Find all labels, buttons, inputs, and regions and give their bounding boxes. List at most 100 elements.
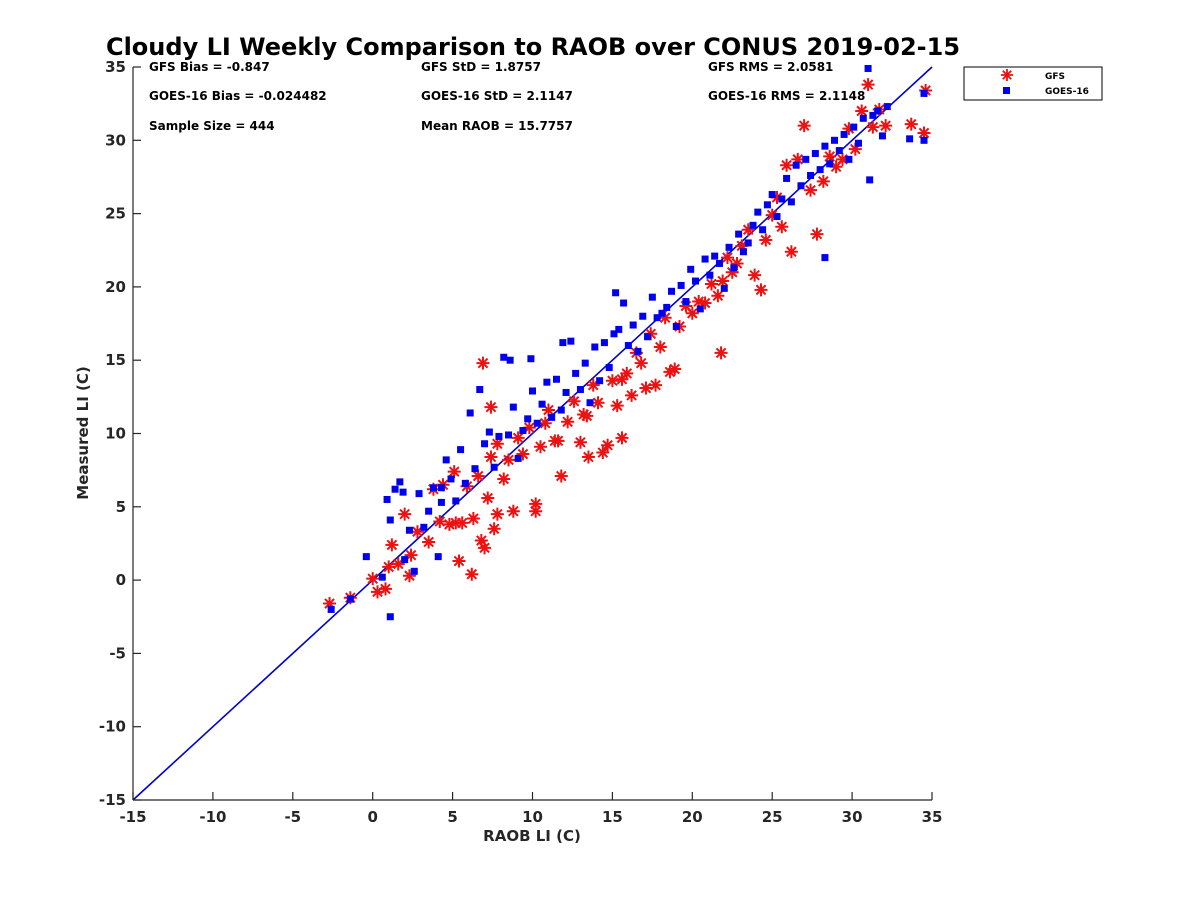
goes16-point [648, 293, 656, 301]
goes16-point [845, 155, 853, 163]
x-tick-label: -15 [119, 808, 146, 826]
goes16-point [378, 573, 386, 581]
gfs-point [649, 378, 663, 392]
goes16-series [327, 64, 928, 621]
goes16-point [763, 201, 771, 209]
gfs-point [848, 142, 862, 156]
goes16-point [859, 114, 867, 122]
gfs-point [533, 440, 547, 454]
legend: GFS GOES-16 [963, 66, 1103, 101]
goes16-point [682, 298, 690, 306]
goes16-point [538, 400, 546, 408]
gfs-point [581, 450, 595, 464]
y-axis-ticks: -15 -10 -5 0 5 10 15 20 25 30 35 [99, 58, 141, 809]
gfs-point [711, 289, 725, 303]
gfs-point [620, 366, 634, 380]
gfs-point [449, 516, 463, 530]
gfs-point [601, 438, 615, 452]
goes16-point [461, 479, 469, 487]
goes16-point [543, 378, 551, 386]
gfs-point [465, 567, 479, 581]
gfs-point [879, 119, 893, 133]
gfs-point [398, 507, 412, 521]
gfs-point [529, 504, 543, 518]
goes16-point [471, 465, 479, 473]
goes16-point [399, 488, 407, 496]
legend-gfs-asterisk [1001, 69, 1013, 81]
x-tick-label: 5 [447, 808, 457, 826]
gfs-point [452, 554, 466, 568]
gfs-point [447, 465, 461, 479]
gfs-point [580, 409, 594, 423]
goes16-point [562, 388, 570, 396]
gfs-point [506, 504, 520, 518]
x-axis-label: RAOB LI (C) [483, 827, 581, 845]
gfs-point [378, 582, 392, 596]
gfs-point [765, 208, 779, 222]
goes16-point [391, 485, 399, 493]
gfs-point [615, 372, 629, 386]
x-tick-label: 30 [842, 808, 863, 826]
goes16-point [533, 419, 541, 427]
gfs-point [490, 507, 504, 521]
goes16-point [572, 369, 580, 377]
x-tick-label: -10 [199, 808, 226, 826]
gfs-point [741, 223, 755, 237]
goes16-point [514, 454, 522, 462]
gfs-point [625, 388, 639, 402]
gfs-point [551, 434, 565, 448]
goes16-point [420, 523, 428, 531]
goes16-point [850, 123, 858, 131]
gfs-point [538, 416, 552, 430]
goes16-point [612, 289, 620, 297]
gfs-point [516, 447, 530, 461]
goes16-point [663, 303, 671, 311]
goes16-point [620, 299, 628, 307]
goes16-point [787, 198, 795, 206]
goes16-point [668, 287, 676, 295]
gfs-point [810, 227, 824, 241]
goes16-point [706, 271, 714, 279]
goes16-point [725, 243, 733, 251]
goes16-point [720, 284, 728, 292]
gfs-point [861, 78, 875, 92]
gfs-point [770, 190, 784, 204]
goes16-point [783, 174, 791, 182]
goes16-point [485, 428, 493, 436]
gfs-point [596, 446, 610, 460]
gfs-point [653, 340, 667, 354]
goes16-point [906, 135, 914, 143]
goes16-point [466, 409, 474, 417]
gfs-point [561, 415, 575, 429]
goes16-point [481, 440, 489, 448]
goes16-point [383, 495, 391, 503]
gfs-point [836, 152, 850, 166]
goes16-point [386, 613, 394, 621]
gfs-point [855, 104, 869, 118]
gfs-point [610, 399, 624, 413]
goes16-point [739, 248, 747, 256]
goes16-point [711, 252, 719, 260]
x-tick-label: 10 [522, 808, 543, 826]
goes16-point [437, 498, 445, 506]
gfs-point [754, 283, 768, 297]
y-tick-label: 5 [116, 498, 126, 516]
goes16-point [653, 314, 661, 322]
goes16-point [327, 605, 335, 613]
y-tick-label: 30 [105, 131, 126, 149]
goes16-point [386, 516, 394, 524]
goes16-point [559, 339, 567, 347]
x-tick-label: 20 [682, 808, 703, 826]
gfs-point [816, 174, 830, 188]
goes16-point [405, 526, 413, 534]
goes16-point [495, 432, 503, 440]
gfs-point [759, 233, 773, 247]
goes16-point [864, 64, 872, 72]
goes16-point [816, 166, 824, 174]
y-tick-label: 20 [105, 278, 126, 296]
gfs-point [529, 497, 543, 511]
goes16-point [754, 208, 762, 216]
chart-title: Cloudy LI Weekly Comparison to RAOB over… [106, 33, 960, 61]
goes16-point [425, 507, 433, 515]
